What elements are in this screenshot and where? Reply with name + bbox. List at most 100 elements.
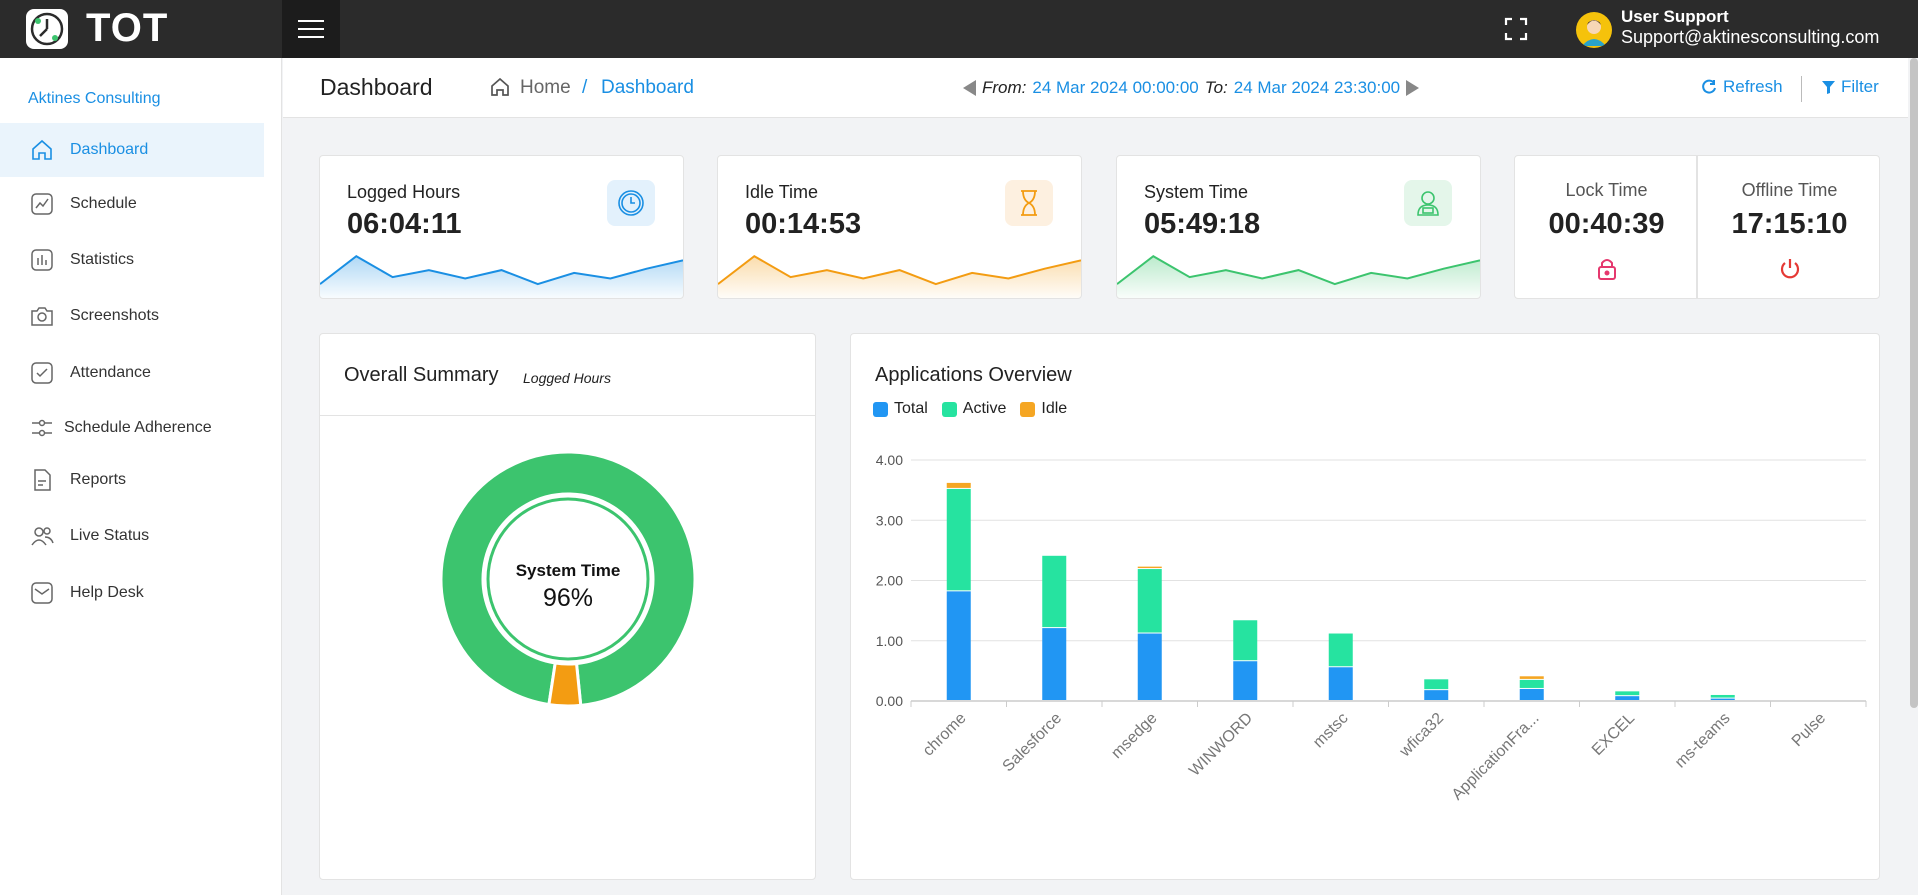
clock-icon: [607, 180, 655, 226]
x-tick-label: EXCEL: [1589, 710, 1638, 759]
breadcrumb-home-icon[interactable]: [489, 76, 511, 98]
top-bar: TOT User Support Support@aktinesconsulti…: [0, 0, 1918, 58]
avatar[interactable]: [1576, 12, 1612, 48]
sparkline-line: [320, 255, 683, 286]
applications-overview-card: 0.00 1.00 2.00 3.00 4.00 chrome Salesforce msed…: [850, 333, 1880, 880]
range-to-value[interactable]: 24 Mar 2024 23:30:00: [1233, 78, 1401, 97]
metric-label: System Time: [1144, 182, 1249, 202]
bar-active: [1519, 679, 1544, 688]
sidebar-item-help-desk[interactable]: Help Desk: [0, 566, 264, 620]
sidebar-item-label: Dashboard: [70, 141, 149, 158]
logo-clock-icon: [26, 9, 68, 49]
lock-time-panel: Lock Time 00:40:39: [1515, 156, 1698, 298]
bar-total: [1615, 696, 1640, 700]
sidebar-item-label: Screenshots: [70, 307, 159, 324]
legend-label: Total: [894, 400, 928, 417]
x-tick-label: Pulse: [1789, 710, 1829, 750]
sidebar-item-label: Live Status: [70, 527, 150, 544]
sidebar-item-label: Schedule: [70, 195, 137, 212]
donut-center-value: 96%: [542, 584, 594, 612]
bar-active: [1710, 694, 1735, 698]
y-tick-label: 2.00: [876, 573, 903, 589]
page-scrollbar-thumb[interactable]: [1910, 58, 1918, 708]
fullscreen-icon[interactable]: [1504, 17, 1528, 41]
summary-subtitle: Logged Hours: [523, 370, 611, 386]
bar-total: [1710, 698, 1735, 700]
x-tick-label: ms-teams: [1672, 710, 1734, 772]
sidebar: Aktines Consulting Dashboard Schedule St…: [0, 58, 282, 895]
bar-total: [1233, 661, 1258, 700]
home-icon: [28, 136, 56, 164]
overall-summary-card: Overall Summary Logged Hours System Time…: [319, 333, 816, 880]
x-tick-label: ApplicationFra...: [1449, 710, 1543, 804]
sidebar-item-dashboard[interactable]: Dashboard: [0, 123, 264, 177]
logged-hours-sparkline: [320, 255, 683, 298]
attendance-icon: [28, 359, 56, 387]
range-to-label: To:: [1204, 78, 1228, 97]
chart-legend: Total Active Idle: [873, 400, 1067, 418]
lock-icon: [1594, 256, 1620, 282]
bar-total: [1328, 667, 1353, 700]
refresh-button[interactable]: Refresh: [1701, 77, 1783, 97]
system-time-sparkline: [1117, 255, 1480, 298]
filter-label: Filter: [1841, 77, 1879, 96]
organization-name: Aktines Consulting: [28, 90, 161, 107]
summary-header: Overall Summary Logged Hours: [320, 334, 815, 416]
summary-donut-chart: [441, 452, 695, 706]
sidebar-item-reports[interactable]: Reports: [0, 453, 264, 507]
x-tick-label: mstsc: [1310, 710, 1352, 752]
x-tick-label: Salesforce: [1000, 710, 1066, 776]
bar-total: [1519, 688, 1544, 700]
sidebar-item-label: Schedule Adherence: [64, 419, 212, 436]
date-range: From: 24 Mar 2024 00:00:00 To: 24 Mar 20…: [963, 78, 1420, 98]
bar-active: [1137, 569, 1162, 633]
offline-time-value: 17:15:10: [1731, 208, 1848, 240]
filter-icon: [1822, 80, 1835, 94]
statistics-icon: [28, 246, 56, 274]
bar-active: [1424, 679, 1449, 690]
adherence-icon: [28, 414, 56, 442]
legend-item-idle[interactable]: Idle: [1020, 400, 1067, 418]
sidebar-item-live-status[interactable]: Live Status: [0, 509, 264, 563]
breadcrumb-home[interactable]: Home: [520, 77, 571, 98]
schedule-icon: [28, 190, 56, 218]
y-tick-label: 1.00: [876, 633, 903, 649]
hamburger-menu-button[interactable]: [282, 0, 340, 58]
app-logo-text: TOT: [86, 6, 169, 50]
sidebar-item-statistics[interactable]: Statistics: [0, 233, 264, 287]
x-tick-label: WINWORD: [1186, 710, 1256, 780]
y-tick-label: 4.00: [876, 452, 903, 468]
legend-item-active[interactable]: Active: [941, 400, 1007, 418]
metric-label: Logged Hours: [347, 182, 461, 202]
user-name[interactable]: User Support: [1621, 7, 1729, 26]
legend-label: Idle: [1041, 400, 1068, 417]
sidebar-item-label: Help Desk: [70, 584, 144, 601]
refresh-icon: [1702, 79, 1716, 94]
filter-button[interactable]: Filter: [1821, 77, 1879, 97]
sidebar-item-attendance[interactable]: Attendance: [0, 346, 264, 400]
sidebar-item-schedule-adherence[interactable]: Schedule Adherence: [0, 401, 264, 455]
user-email[interactable]: Support@aktinesconsulting.com: [1621, 27, 1880, 47]
power-icon: [1777, 256, 1803, 282]
bar-idle: [1137, 566, 1162, 569]
summary-title: Overall Summary: [344, 364, 499, 386]
donut-slice-idle-time: [547, 661, 583, 706]
legend-label: Active: [962, 400, 1007, 417]
range-from-label: From:: [982, 78, 1027, 97]
camera-icon: [28, 302, 56, 330]
lock-time-label: Lock Time: [1565, 180, 1648, 200]
bar-active: [1328, 633, 1353, 667]
bar-active: [946, 488, 971, 591]
sidebar-item-schedule[interactable]: Schedule: [0, 177, 264, 231]
applications-bar-chart: 0.00 1.00 2.00 3.00 4.00 chrome Salesforce msed…: [876, 452, 1867, 804]
metric-value: 05:49:18: [1144, 208, 1261, 240]
sidebar-item-screenshots[interactable]: Screenshots: [0, 289, 264, 343]
bar-idle: [1519, 676, 1544, 679]
breadcrumb-separator: /: [582, 77, 588, 98]
metric-card-logged-hours: Logged Hours 06:04:11: [319, 155, 684, 299]
bar-total: [1137, 633, 1162, 700]
previous-range-icon[interactable]: [963, 80, 976, 96]
legend-item-total[interactable]: Total: [873, 400, 928, 418]
next-range-icon[interactable]: [1406, 80, 1420, 96]
range-from-value[interactable]: 24 Mar 2024 00:00:00: [1032, 78, 1199, 97]
